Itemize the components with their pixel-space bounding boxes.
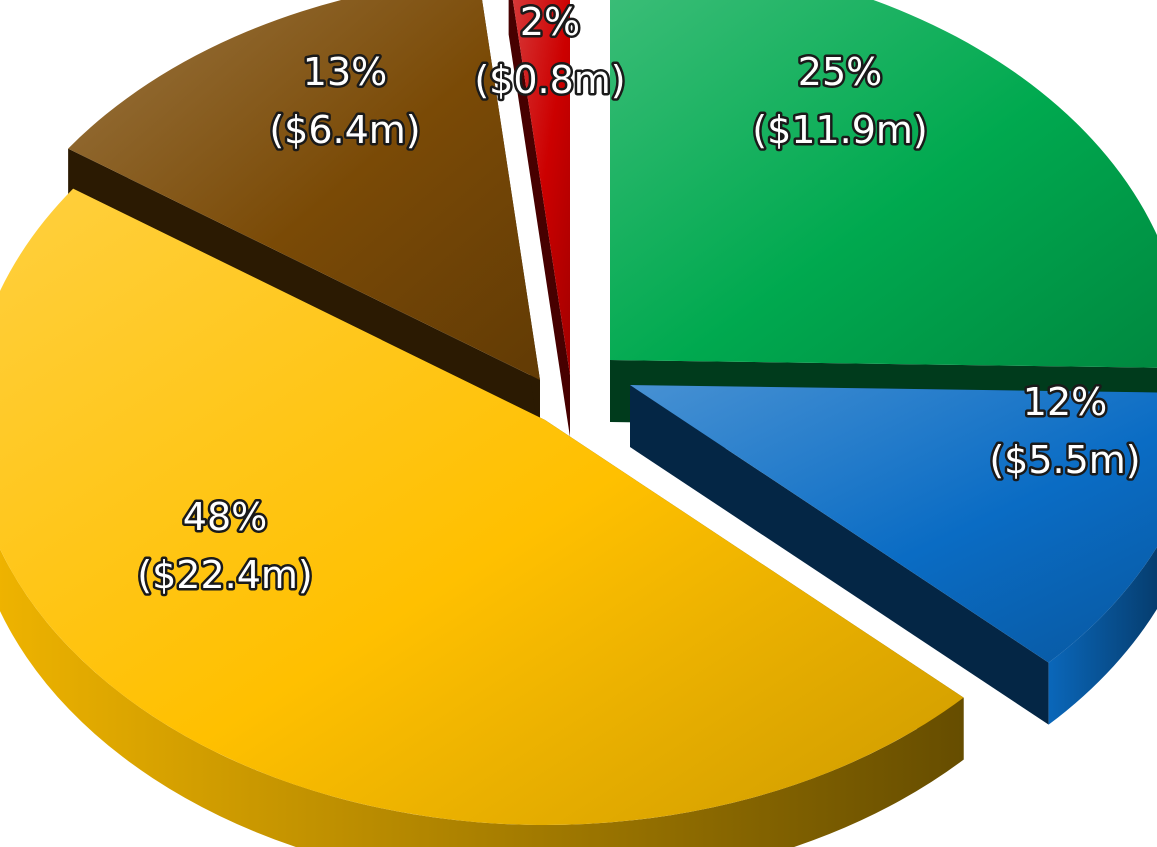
slice-percent-label: 48% xyxy=(183,495,267,539)
slice-percent-label: 12% xyxy=(1023,380,1107,424)
slice-value-label: ($6.4m) xyxy=(269,108,420,152)
pie-slice-0 xyxy=(610,0,1157,368)
slice-value-label: ($11.9m) xyxy=(752,108,927,152)
slice-value-label: ($22.4m) xyxy=(137,553,312,597)
slice-value-label: ($0.8m) xyxy=(474,58,625,102)
slice-percent-label: 25% xyxy=(798,50,882,94)
slice-tops xyxy=(0,0,1157,825)
slice-value-label: ($5.5m) xyxy=(989,438,1140,482)
slice-percent-label: 2% xyxy=(520,0,580,44)
slice-percent-label: 13% xyxy=(303,50,387,94)
